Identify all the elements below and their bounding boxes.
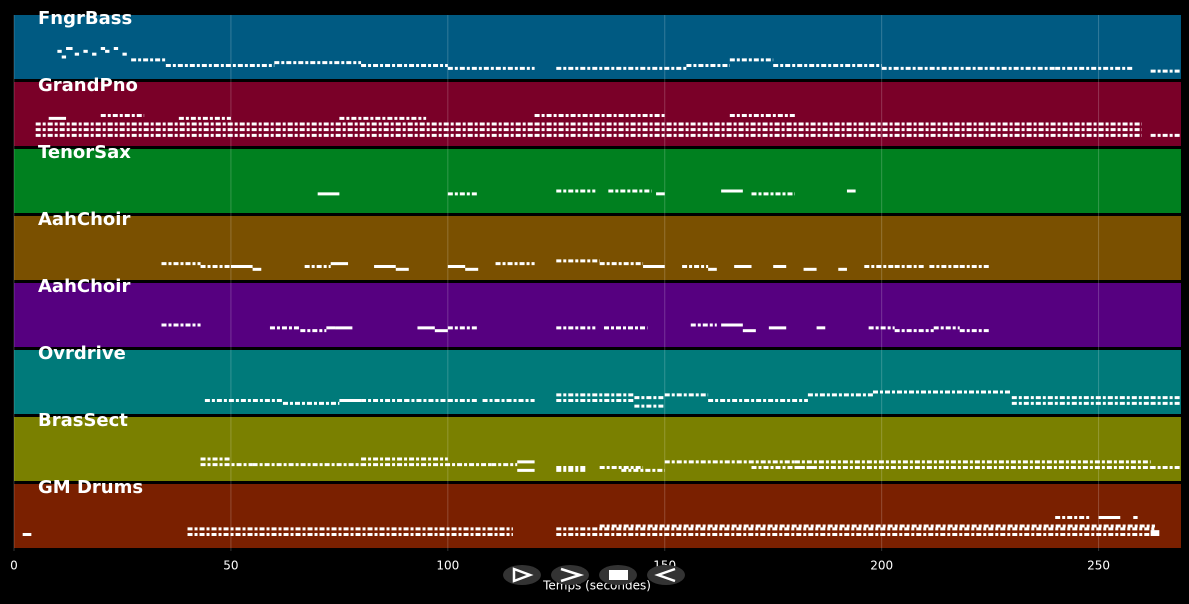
track-name: TenorSax [38, 142, 131, 163]
track-band [14, 484, 1181, 548]
track-name: FngrBass [38, 8, 132, 29]
controls [503, 565, 685, 585]
track-name: BrasSect [38, 410, 128, 431]
x-tick-label: 250 [1087, 559, 1110, 573]
x-tick-label: 100 [436, 559, 459, 573]
play-button[interactable] [503, 565, 541, 585]
tracks [14, 15, 1181, 548]
track-name: AahChoir [38, 276, 130, 297]
x-tick-label: 200 [870, 559, 893, 573]
track-band [14, 350, 1181, 414]
track-name: GrandPno [38, 75, 138, 96]
x-tick-label: 50 [223, 559, 238, 573]
rewind-button[interactable] [647, 565, 685, 585]
track-band [14, 417, 1181, 481]
x-tick-label: 0 [10, 559, 18, 573]
track-name: Ovrdrive [38, 343, 126, 364]
track-name: AahChoir [38, 209, 130, 230]
labels: FngrBass GrandPno TenorSax AahChoir AahChoir… [10, 8, 1110, 573]
track-band [14, 216, 1181, 280]
grid [13, 15, 1100, 551]
stop-button[interactable] [599, 565, 637, 585]
notes [22, 47, 1181, 536]
track-band [14, 283, 1181, 347]
track-band [14, 149, 1181, 213]
forward-button[interactable] [551, 565, 589, 585]
track-name: GM Drums [38, 477, 143, 498]
